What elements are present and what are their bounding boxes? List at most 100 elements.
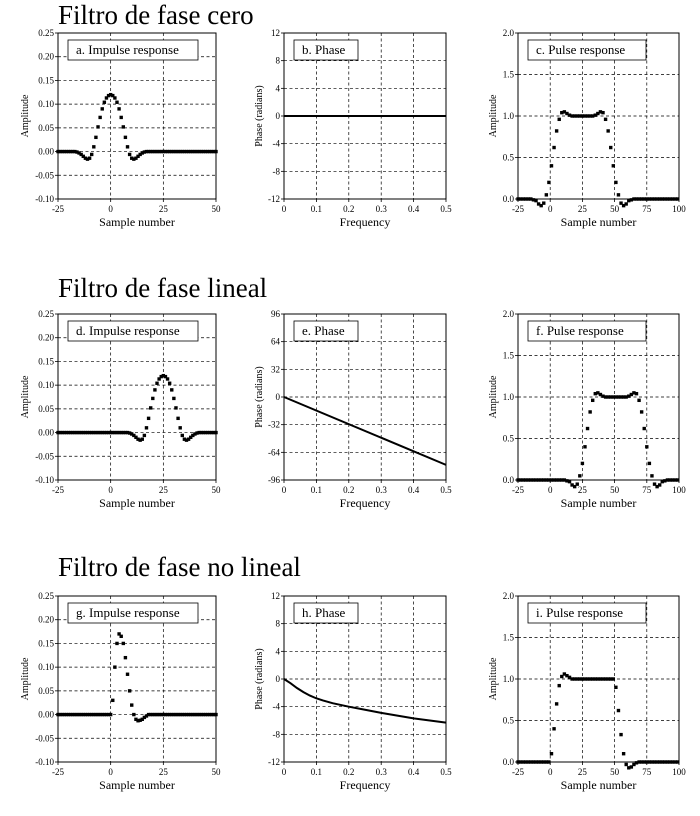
- series-markers: [516, 672, 680, 770]
- data-point: [603, 677, 608, 681]
- data-point: [614, 685, 618, 689]
- gridlines: [284, 596, 446, 762]
- plot-frame: [57, 313, 217, 481]
- y-tick-label: -4: [273, 139, 281, 149]
- data-point: [526, 478, 530, 482]
- chart-g: -25 0 25 50 -0.10 -0.05 0.00 0.05 0.10 0.15 0.20 0.…: [20, 591, 221, 792]
- data-point: [598, 392, 603, 397]
- data-point: [176, 712, 180, 717]
- y-tick-label: 64: [271, 337, 281, 347]
- data-point: [547, 180, 551, 185]
- data-point: [616, 708, 621, 713]
- data-point: [75, 430, 79, 435]
- data-point: [115, 100, 119, 104]
- data-point: [652, 760, 657, 764]
- data-point: [186, 712, 191, 717]
- data-point: [665, 760, 670, 764]
- y-tick-label: 0.0: [503, 475, 515, 485]
- data-point: [140, 437, 144, 441]
- data-point: [676, 760, 680, 764]
- data-point: [142, 433, 147, 438]
- data-point: [207, 430, 212, 435]
- data-point: [632, 762, 636, 767]
- series-markers: [56, 373, 218, 442]
- data-point: [578, 474, 582, 478]
- data-point: [554, 129, 559, 133]
- series-markers: [56, 92, 218, 161]
- x-tick-label: 25: [578, 767, 588, 777]
- data-point: [159, 712, 163, 717]
- row-title-nonlinear-phase: Filtro de fase no lineal: [58, 552, 301, 582]
- x-tick-label: 0: [548, 485, 553, 495]
- y-tick-label: -12: [268, 194, 280, 204]
- chart-i: -25 0 25 50 75 100 0.0 0.5 1.0 1.5 2.0 Sample numbe…: [488, 591, 686, 792]
- data-point: [665, 197, 670, 201]
- data-point: [531, 478, 536, 482]
- data-point: [578, 114, 582, 118]
- data-point: [544, 478, 549, 482]
- data-point: [138, 438, 142, 442]
- data-point: [521, 760, 525, 764]
- data-point: [60, 712, 64, 717]
- chart-e: 0 0.1 0.2 0.3 0.4 0.5 -96 -64 -32 0 32 64 96 Frequenc…: [254, 309, 452, 510]
- y-tick-label: 4: [276, 83, 281, 93]
- y-tick-label: -8: [273, 729, 281, 739]
- data-point: [98, 712, 102, 717]
- x-tick-label: 0: [108, 485, 113, 495]
- data-point: [73, 712, 77, 717]
- y-tick-label: 0.5: [503, 716, 515, 726]
- y-tick-label: 0.00: [38, 428, 54, 438]
- data-point: [136, 719, 140, 723]
- chart-a: -25 0 25 50 -0.10 -0.05 0.00 0.05 0.10 0.15 0.20 0.…: [20, 28, 221, 229]
- data-point: [92, 145, 96, 149]
- chart-h: 0 0.1 0.2 0.3 0.4 0.5 -12 -8 -4 0 4 8 12 Frequency Pha…: [254, 591, 452, 792]
- data-point: [174, 712, 178, 717]
- x-tick-label: 0: [108, 204, 113, 214]
- chart-panels: -25 0 25 50-0.10-0.050.000.050.100.150.200.…: [20, 28, 686, 792]
- data-point: [542, 760, 546, 764]
- x-tick-label: -25: [512, 767, 524, 777]
- x-tick-label: 0.3: [376, 204, 388, 214]
- y-tick-label: 2.0: [503, 591, 515, 601]
- data-point: [184, 149, 189, 154]
- data-point: [71, 430, 75, 435]
- data-point: [611, 395, 616, 399]
- data-point: [627, 198, 631, 203]
- data-point: [83, 430, 88, 435]
- data-point: [98, 430, 102, 435]
- data-point: [58, 149, 62, 154]
- data-point: [621, 203, 626, 208]
- data-point: [205, 430, 210, 435]
- data-point: [593, 677, 597, 681]
- data-point: [668, 197, 672, 201]
- data-point: [66, 712, 71, 717]
- y-axis-label: Amplitude: [20, 94, 31, 137]
- data-point: [524, 478, 528, 482]
- data-point: [609, 395, 613, 399]
- data-point: [645, 197, 649, 201]
- data-point: [565, 673, 569, 678]
- panel-title-box: [293, 39, 359, 61]
- data-point: [588, 114, 592, 118]
- data-point: [144, 714, 149, 718]
- data-point: [639, 197, 644, 201]
- x-tick-label: 25: [578, 485, 588, 495]
- data-point: [92, 430, 96, 435]
- x-tick-label: 0: [108, 767, 113, 777]
- data-point: [212, 712, 216, 717]
- data-point: [108, 92, 113, 97]
- data-point: [531, 198, 536, 202]
- data-point: [98, 115, 102, 120]
- data-point: [560, 478, 564, 482]
- x-tick-label: 100: [672, 204, 686, 214]
- data-point: [516, 478, 520, 482]
- data-point: [79, 712, 83, 717]
- panel-title: h. Phase: [302, 605, 346, 620]
- data-point: [100, 430, 104, 435]
- panel-title-box: [67, 602, 199, 624]
- y-axis-label: Amplitude: [20, 375, 31, 418]
- data-point: [637, 398, 641, 403]
- data-point: [178, 426, 182, 430]
- data-point: [144, 149, 149, 154]
